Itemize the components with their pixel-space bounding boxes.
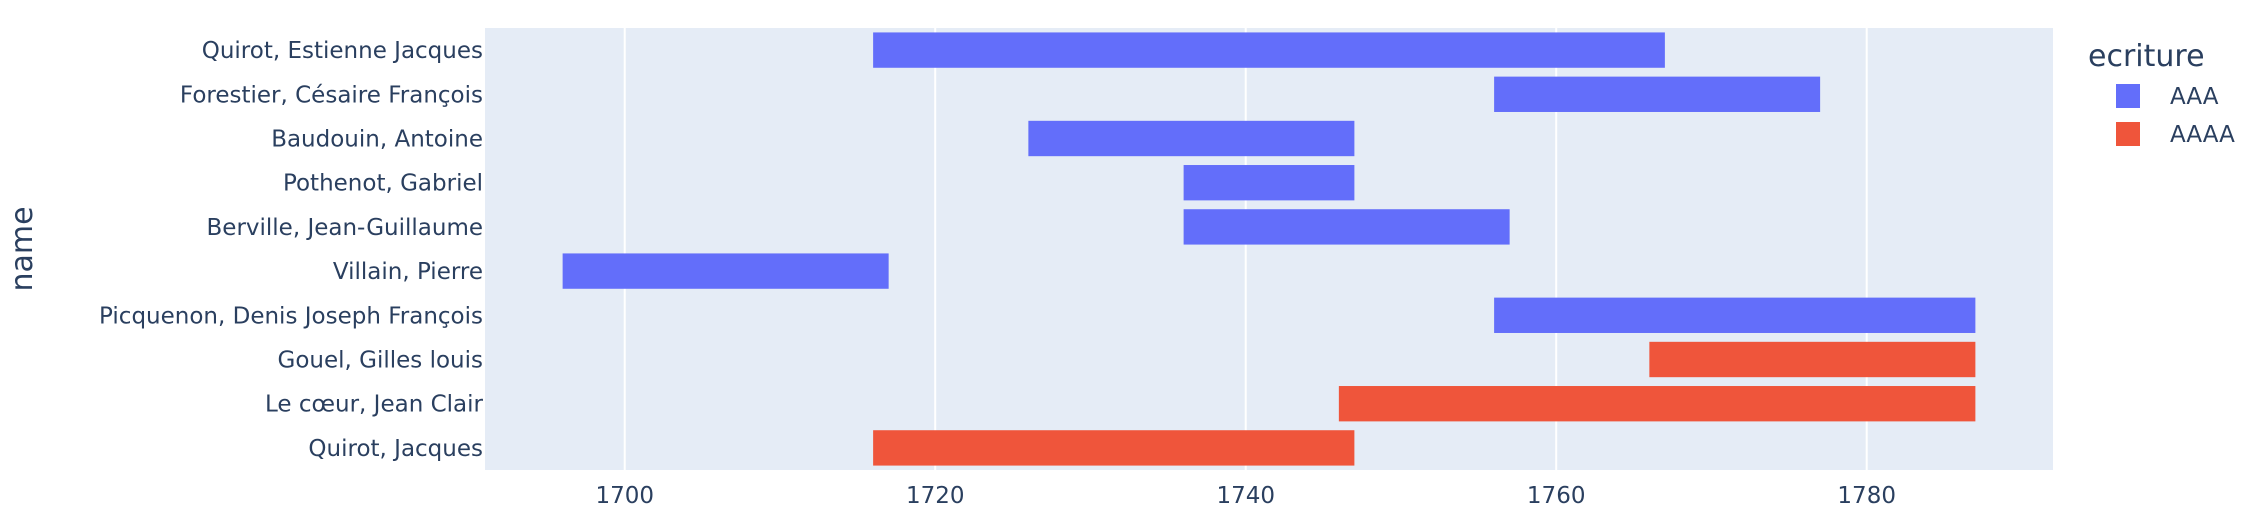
bar [1494,76,1821,112]
legend-swatch [2116,122,2140,146]
bar [1183,165,1355,201]
x-tick-labels: 1700 1720 1740 1760 1780 [595,483,1896,509]
x-tick-label: 1780 [1837,483,1896,509]
legend-label: AAAA [2170,122,2235,148]
bar [562,253,889,289]
bar [1649,341,1976,378]
category-label: Forestier, Césaire François [180,82,483,108]
category-label: Quirot, Jacques [308,436,483,462]
bars [562,32,1976,466]
category-label: Picquenon, Denis Joseph François [99,303,483,329]
x-tick-label: 1700 [595,483,654,509]
category-label: Le cœur, Jean Clair [265,392,484,418]
category-label: Berville, Jean-Guillaume [207,215,483,241]
y-axis-title: name [5,206,40,291]
x-tick-label: 1740 [1216,483,1275,509]
bar [873,32,1665,68]
legend-swatch [2116,84,2140,108]
bar [1028,120,1355,157]
category-label: Gouel, Gilles louis [278,348,483,374]
category-labels: Quirot, Estienne Jacques Forestier, Césai… [99,38,483,462]
x-tick-label: 1760 [1527,483,1586,509]
bar [1183,209,1510,245]
legend-label: AAA [2170,84,2219,110]
category-label: Quirot, Estienne Jacques [202,38,483,64]
bar [1494,297,1976,333]
category-label: Pothenot, Gabriel [283,171,483,197]
category-label: Baudouin, Antoine [271,127,483,153]
x-tick-label: 1720 [906,483,965,509]
legend-title: ecriture [2088,39,2205,74]
bar [873,430,1355,466]
bar [1338,386,1976,422]
category-label: Villain, Pierre [333,259,483,285]
